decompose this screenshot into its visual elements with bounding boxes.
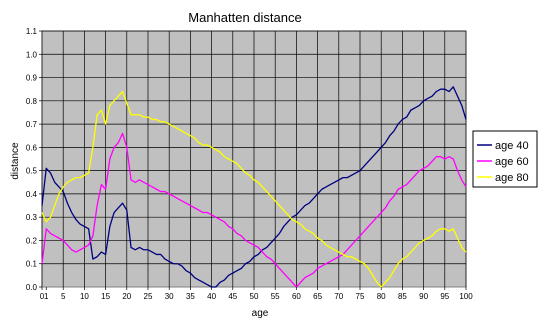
y-axis-label: distance — [10, 142, 21, 180]
x-tick-label: 50 — [250, 292, 259, 301]
y-tick-label: 0.5 — [26, 167, 38, 176]
y-tick-label: 0.8 — [26, 97, 38, 106]
x-tick-label: 85 — [398, 292, 407, 301]
x-tick-label: 45 — [228, 292, 237, 301]
y-axis-ticks: 0.0 0.1 0.2 0.3 0.4 0.5 0.6 0.7 0.8 0.9 1.0 1.1 — [26, 27, 42, 292]
legend-label-age-80: age 80 — [495, 172, 529, 184]
y-tick-label: 1.0 — [26, 50, 38, 59]
x-tick-label: 35 — [186, 292, 195, 301]
series-layer — [41, 86, 467, 288]
y-tick-label: 0.0 — [26, 283, 38, 292]
x-tick-label: 20 — [122, 292, 131, 301]
x-tick-label: 100 — [459, 292, 473, 301]
y-tick-label: 0.1 — [26, 260, 38, 269]
x-axis-label: age — [252, 308, 269, 319]
y-tick-label: 0.3 — [26, 213, 38, 222]
y-tick-label: 0.2 — [26, 236, 38, 245]
x-tick-label: 1 — [44, 292, 49, 301]
x-tick-label: 10 — [80, 292, 89, 301]
legend-label-age-40: age 40 — [495, 140, 529, 152]
x-tick-label: 25 — [144, 292, 153, 301]
x-tick-label: 80 — [377, 292, 386, 301]
x-tick-label: 75 — [356, 292, 365, 301]
x-tick-label: 60 — [292, 292, 301, 301]
x-tick-label: 70 — [334, 292, 343, 301]
y-tick-label: 0.6 — [26, 143, 38, 152]
x-tick-label: 90 — [419, 292, 428, 301]
x-tick-label: 30 — [165, 292, 174, 301]
series-line-age-40 — [41, 86, 467, 288]
chart-title: Manhatten distance — [188, 10, 301, 25]
x-tick-label: 0 — [40, 292, 45, 301]
x-tick-label: 40 — [207, 292, 216, 301]
y-tick-label: 1.1 — [26, 27, 38, 36]
y-tick-label: 0.4 — [26, 190, 38, 199]
y-tick-label: 0.7 — [26, 120, 38, 129]
legend: age 40 age 60 age 80 — [472, 130, 538, 188]
x-tick-label: 5 — [61, 292, 66, 301]
gridlines — [41, 30, 467, 287]
x-tick-label: 65 — [313, 292, 322, 301]
x-tick-label: 15 — [101, 292, 110, 301]
x-tick-label: 55 — [271, 292, 280, 301]
x-axis-ticks: 0 1 5 10 15 20 25 30 35 40 45 50 55 60 65 70 75 80 85 90 95 1… — [40, 287, 473, 301]
y-tick-label: 0.9 — [26, 74, 38, 83]
series-line-age-80 — [41, 90, 467, 288]
series-line-age-60 — [41, 132, 467, 288]
x-tick-label: 95 — [440, 292, 449, 301]
legend-label-age-60: age 60 — [495, 156, 529, 168]
